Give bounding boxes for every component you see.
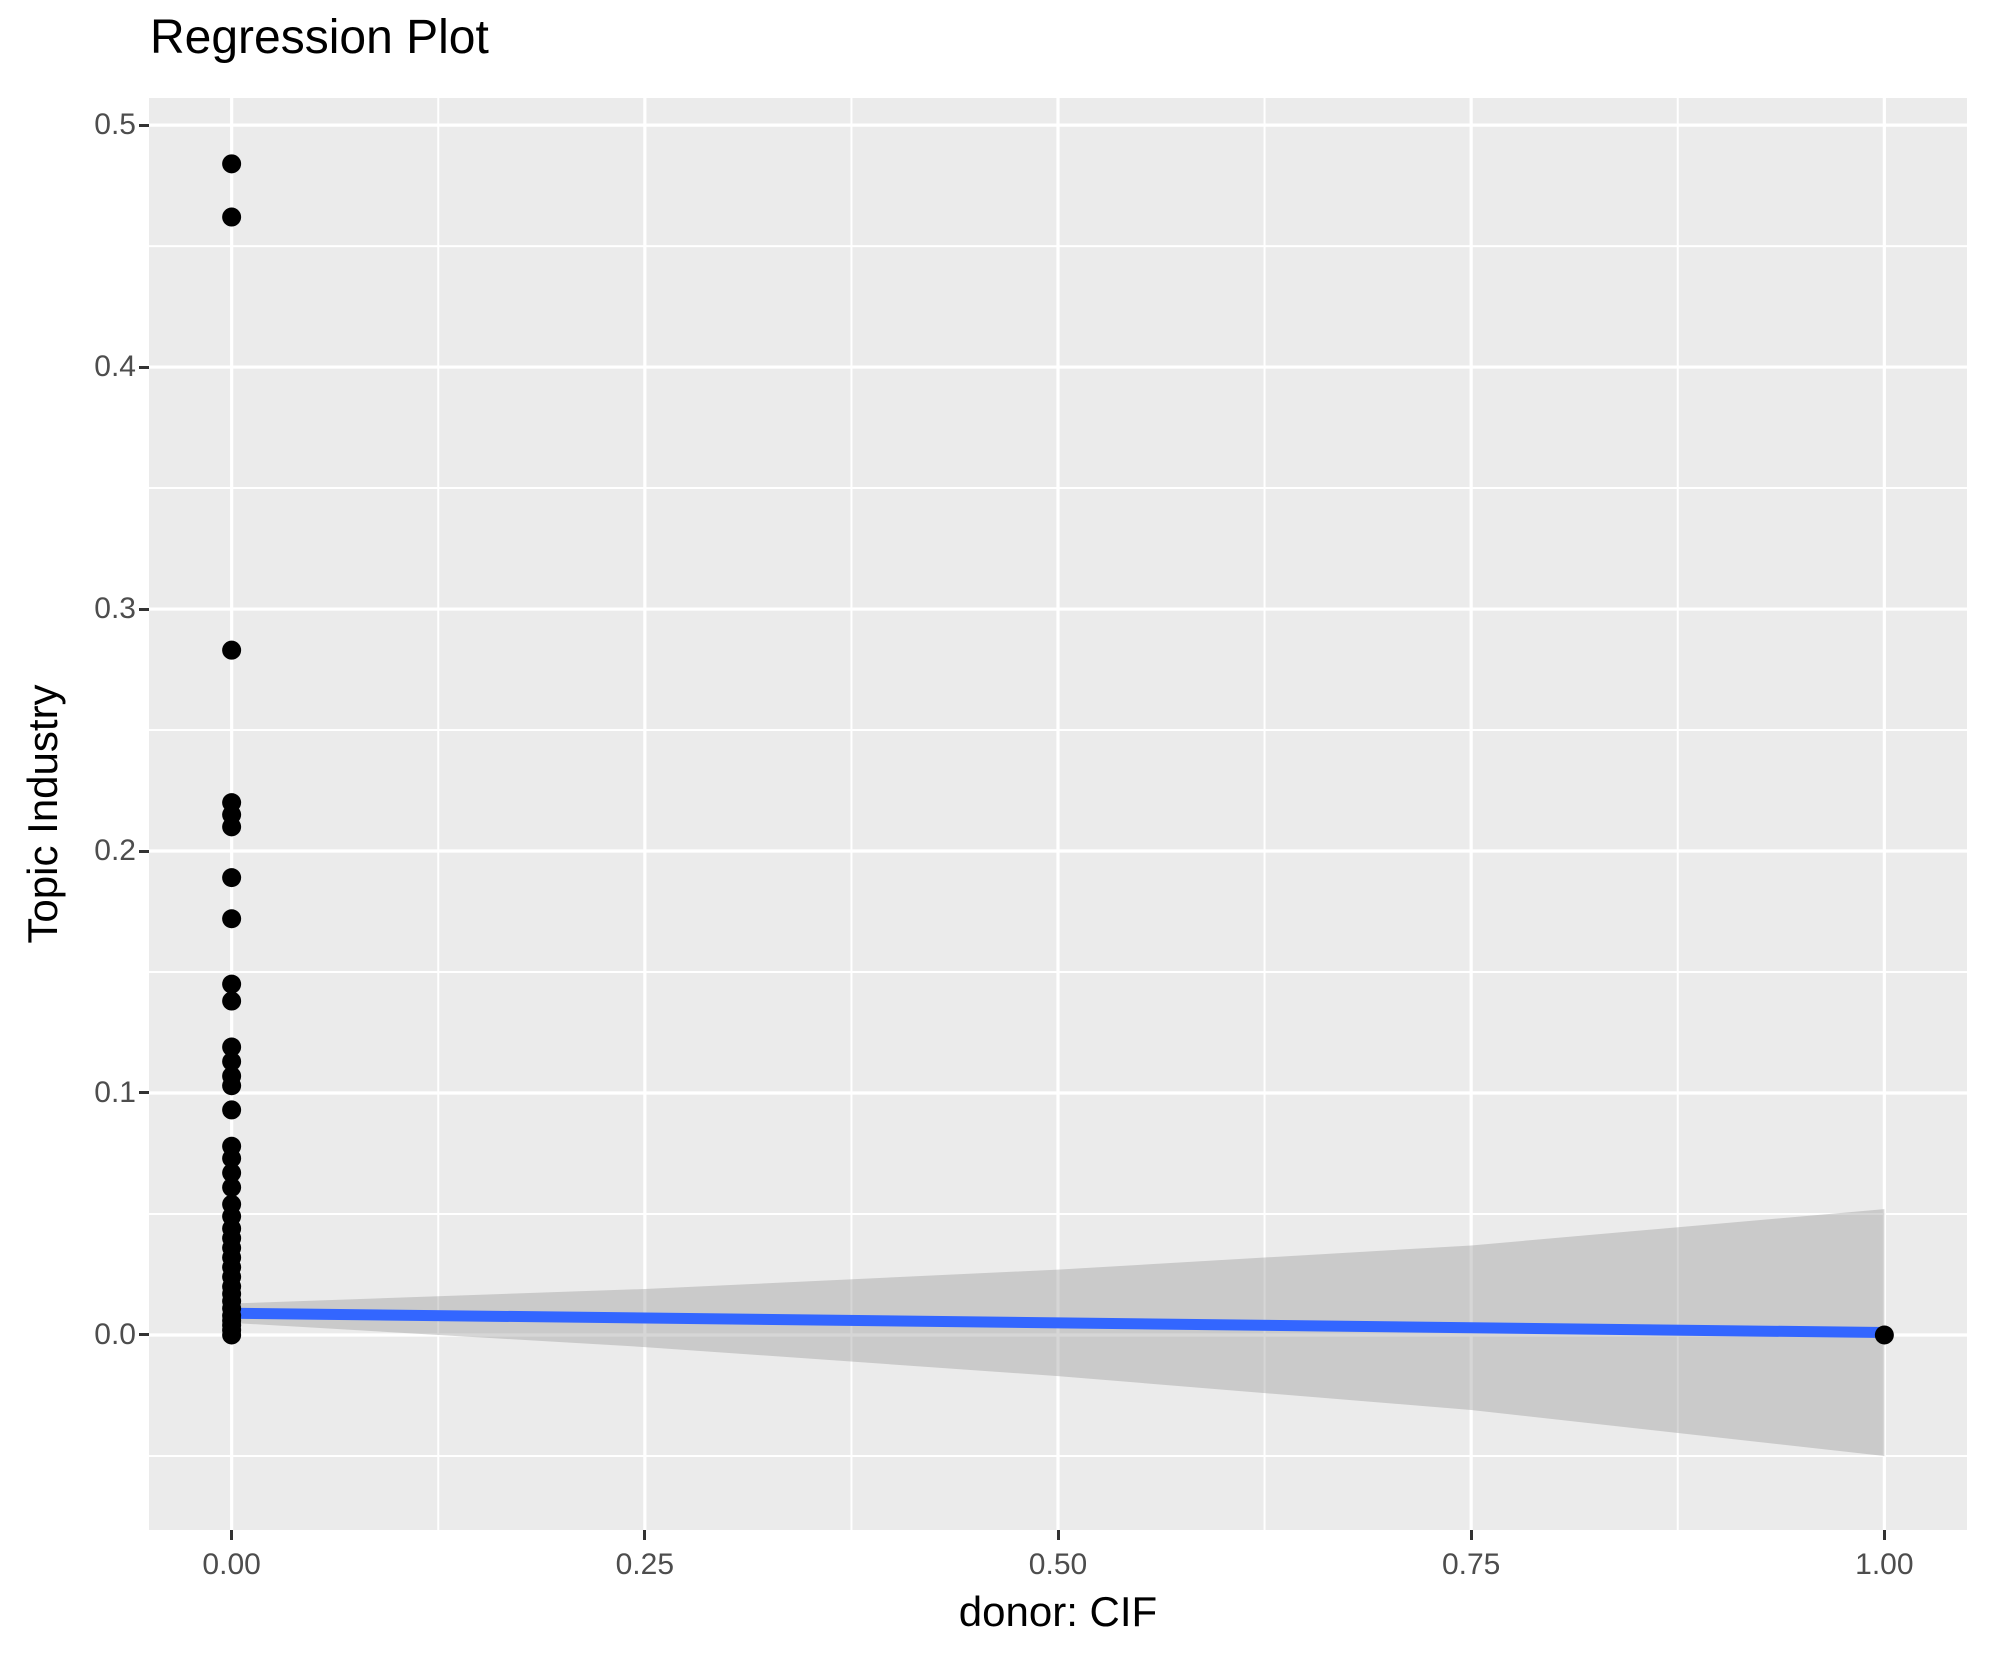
x-tick-mark [643, 1530, 647, 1540]
data-point [222, 640, 242, 660]
data-point [222, 1148, 242, 1168]
data-point [222, 991, 242, 1011]
chart-canvas [149, 98, 1967, 1530]
y-tick-label: 0.0 [94, 1317, 136, 1351]
confidence-band [231, 1209, 1885, 1456]
plot-panel [149, 98, 1967, 1530]
data-point [222, 1325, 242, 1345]
x-tick-mark [1469, 1530, 1473, 1540]
y-tick-mark [139, 1091, 149, 1095]
data-point [222, 974, 242, 994]
y-tick-mark [139, 1333, 149, 1337]
data-point [222, 154, 242, 174]
y-tick-label: 0.3 [94, 592, 136, 626]
data-point [222, 1177, 242, 1197]
data-point [222, 1163, 242, 1183]
y-tick-label: 0.2 [94, 834, 136, 868]
chart-title: Regression Plot [150, 11, 489, 64]
y-tick-label: 0.4 [94, 350, 136, 384]
x-tick-mark [1056, 1530, 1060, 1540]
x-tick-mark [230, 1530, 234, 1540]
y-tick-label: 0.5 [94, 108, 136, 142]
data-point [222, 1037, 242, 1057]
x-tick-label: 1.00 [1855, 1548, 1914, 1581]
data-point [222, 1076, 242, 1096]
data-point [1874, 1325, 1894, 1345]
y-tick-mark [139, 365, 149, 369]
regression-line [231, 1307, 1885, 1339]
y-axis-title: Topic Industry [19, 684, 66, 944]
x-tick-label: 0.00 [202, 1548, 261, 1581]
data-point [222, 868, 242, 888]
x-tick-label: 0.25 [615, 1548, 674, 1581]
y-tick-mark [139, 607, 149, 611]
data-point [222, 817, 242, 837]
x-tick-mark [1882, 1530, 1886, 1540]
data-point [222, 909, 242, 929]
x-tick-label: 0.50 [1028, 1548, 1088, 1581]
x-tick-label: 0.75 [1441, 1548, 1501, 1581]
x-axis-title: donor: CIF [958, 1588, 1158, 1635]
data-point [222, 1052, 242, 1072]
y-tick-label: 0.1 [94, 1075, 136, 1109]
y-tick-mark [139, 123, 149, 127]
data-point [222, 1100, 242, 1120]
y-tick-mark [139, 849, 149, 853]
data-point [222, 207, 242, 227]
